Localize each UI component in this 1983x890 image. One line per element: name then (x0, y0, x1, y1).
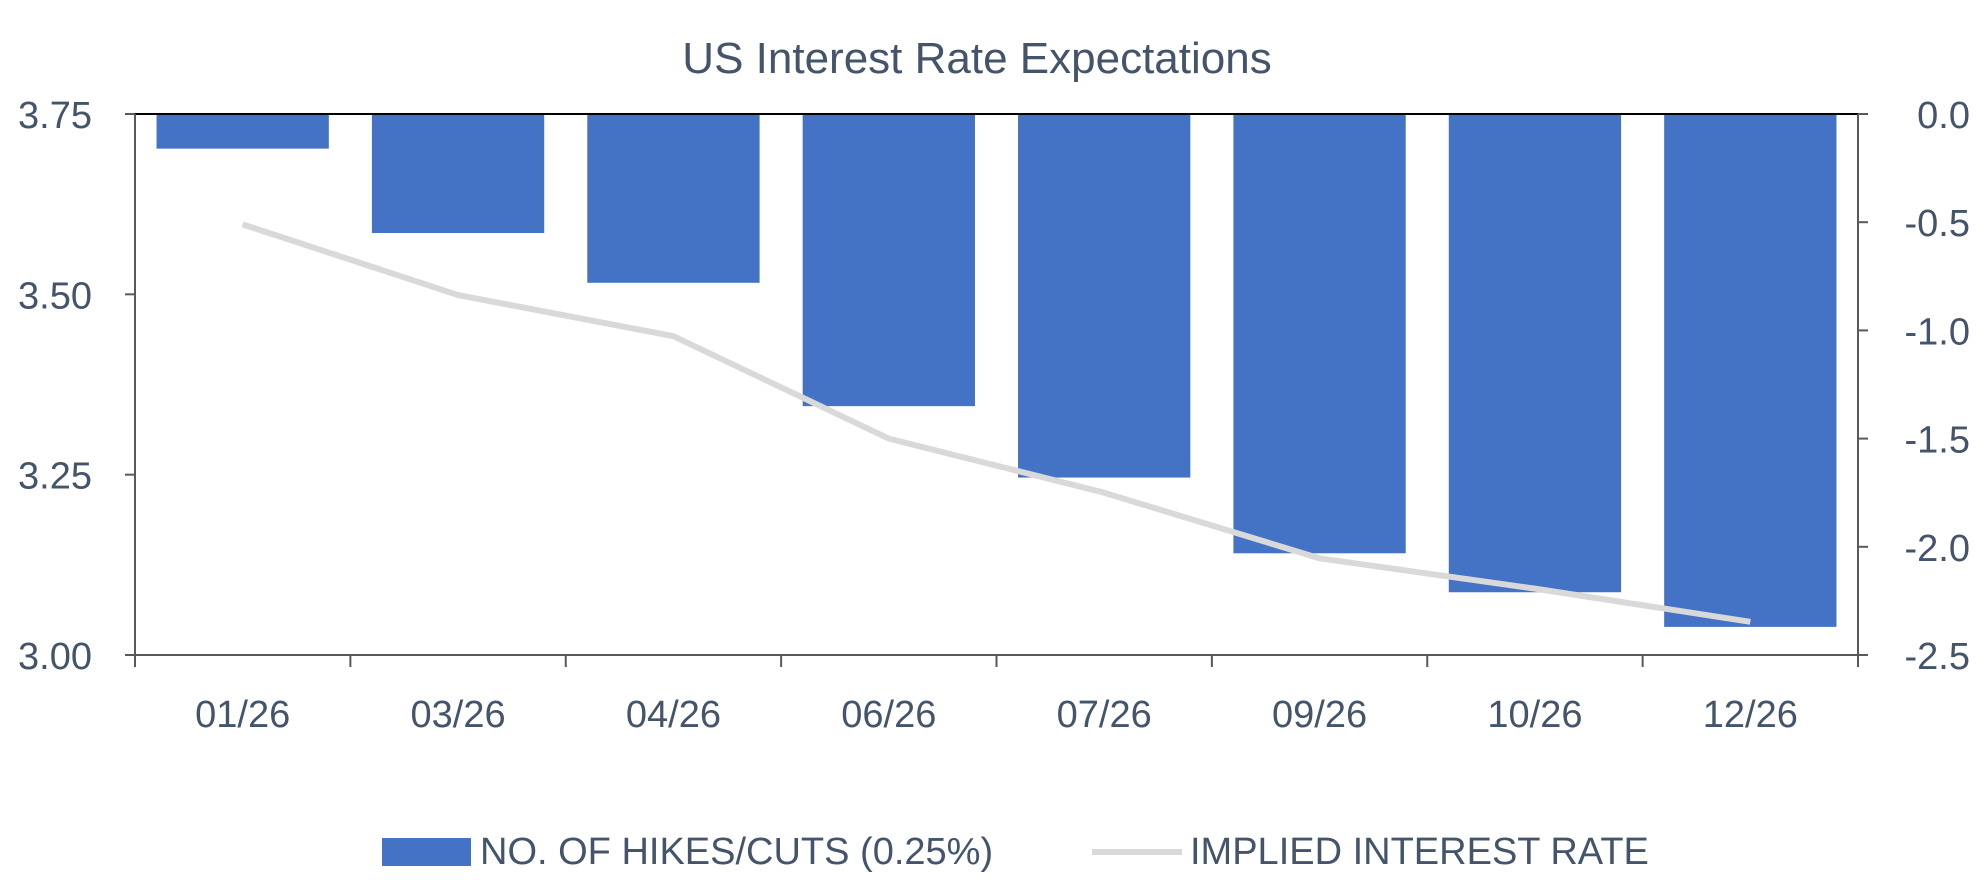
x-tick-label: 06/26 (841, 694, 936, 736)
bar-01-26 (156, 114, 329, 149)
right-tick-label: -1.5 (1905, 420, 1970, 462)
x-tick-label: 07/26 (1057, 694, 1152, 736)
x-tick-label: 03/26 (411, 694, 506, 736)
bar-04-26 (587, 114, 760, 283)
legend: NO. OF HIKES/CUTS (0.25%) IMPLIED INTERE… (382, 831, 1649, 873)
right-tick-label: -0.5 (1905, 203, 1970, 245)
bar-07-26 (1018, 114, 1191, 478)
chart-title: US Interest Rate Expectations (682, 34, 1271, 83)
right-tick-label: -2.5 (1905, 636, 1970, 678)
axes-layer: 3.00 3.25 3.50 3.75 0.0 -0.5 -1.0 -1.5 -2.0 -2.5 0… (18, 95, 1970, 736)
right-tick-label: 0.0 (1917, 95, 1970, 137)
legend-bar-swatch (382, 838, 471, 866)
left-tick-label: 3.25 (18, 456, 92, 498)
bar-06-26 (802, 114, 975, 407)
legend-line-label: IMPLIED INTEREST RATE (1190, 831, 1649, 873)
bar-09-26 (1233, 114, 1406, 554)
left-tick-label: 3.50 (18, 275, 92, 317)
left-tick-label: 3.75 (18, 95, 92, 137)
x-tick-label: 01/26 (195, 694, 290, 736)
x-tick-label: 10/26 (1487, 694, 1582, 736)
bar-03-26 (371, 114, 545, 234)
implied-rate-line (241, 221, 1751, 625)
right-tick-label: -1.0 (1905, 311, 1970, 353)
bar-10-26 (1448, 114, 1622, 593)
x-tick-label: 09/26 (1272, 694, 1367, 736)
left-tick-label: 3.00 (18, 636, 92, 678)
x-tick-label: 12/26 (1703, 694, 1798, 736)
x-tick-label: 04/26 (626, 694, 721, 736)
bars-layer (156, 114, 1837, 627)
right-tick-label: -2.0 (1905, 528, 1970, 570)
line-layer (241, 221, 1751, 625)
bar-12-26 (1664, 114, 1837, 627)
legend-bar-label: NO. OF HIKES/CUTS (0.25%) (480, 831, 993, 873)
